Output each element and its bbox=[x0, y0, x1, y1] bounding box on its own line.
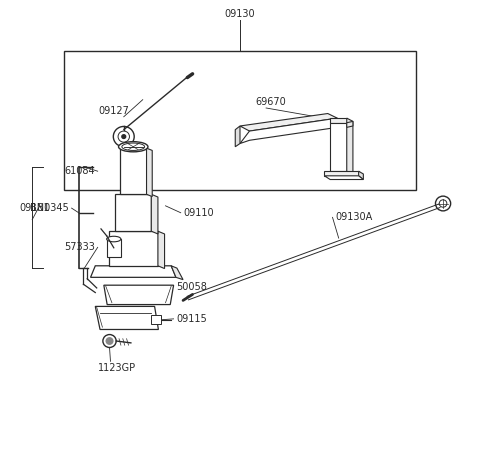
Text: 09181: 09181 bbox=[19, 203, 50, 213]
Polygon shape bbox=[240, 118, 337, 143]
Text: 50058: 50058 bbox=[176, 282, 207, 291]
Polygon shape bbox=[91, 266, 176, 277]
Text: 61084: 61084 bbox=[65, 166, 96, 176]
Bar bbox=[107, 239, 121, 256]
Polygon shape bbox=[240, 113, 337, 131]
Ellipse shape bbox=[122, 143, 144, 150]
Circle shape bbox=[122, 135, 126, 138]
Polygon shape bbox=[330, 123, 347, 171]
Polygon shape bbox=[324, 171, 359, 176]
Polygon shape bbox=[347, 121, 353, 127]
Polygon shape bbox=[324, 176, 363, 179]
Text: 09115: 09115 bbox=[176, 314, 207, 324]
Polygon shape bbox=[96, 306, 158, 330]
Bar bbox=[108, 231, 158, 266]
Polygon shape bbox=[359, 171, 363, 179]
Text: 09110: 09110 bbox=[183, 208, 214, 218]
Text: 09130: 09130 bbox=[225, 9, 255, 19]
Polygon shape bbox=[158, 231, 165, 269]
Polygon shape bbox=[104, 285, 174, 304]
Ellipse shape bbox=[119, 142, 148, 152]
Circle shape bbox=[106, 338, 113, 344]
Polygon shape bbox=[330, 118, 347, 123]
Polygon shape bbox=[171, 266, 183, 280]
Bar bbox=[120, 148, 146, 194]
Ellipse shape bbox=[107, 236, 121, 242]
Bar bbox=[64, 51, 416, 190]
Text: 57333: 57333 bbox=[64, 242, 96, 252]
Polygon shape bbox=[146, 148, 152, 197]
Text: BN0345: BN0345 bbox=[30, 203, 69, 213]
Polygon shape bbox=[151, 194, 158, 234]
Text: 1123GP: 1123GP bbox=[97, 363, 136, 373]
Text: 09130A: 09130A bbox=[335, 212, 372, 222]
Text: 09127: 09127 bbox=[99, 106, 130, 116]
Polygon shape bbox=[235, 126, 240, 147]
Text: 69670: 69670 bbox=[255, 97, 286, 106]
Polygon shape bbox=[347, 118, 353, 174]
Bar bbox=[151, 315, 161, 324]
Bar bbox=[115, 194, 151, 231]
